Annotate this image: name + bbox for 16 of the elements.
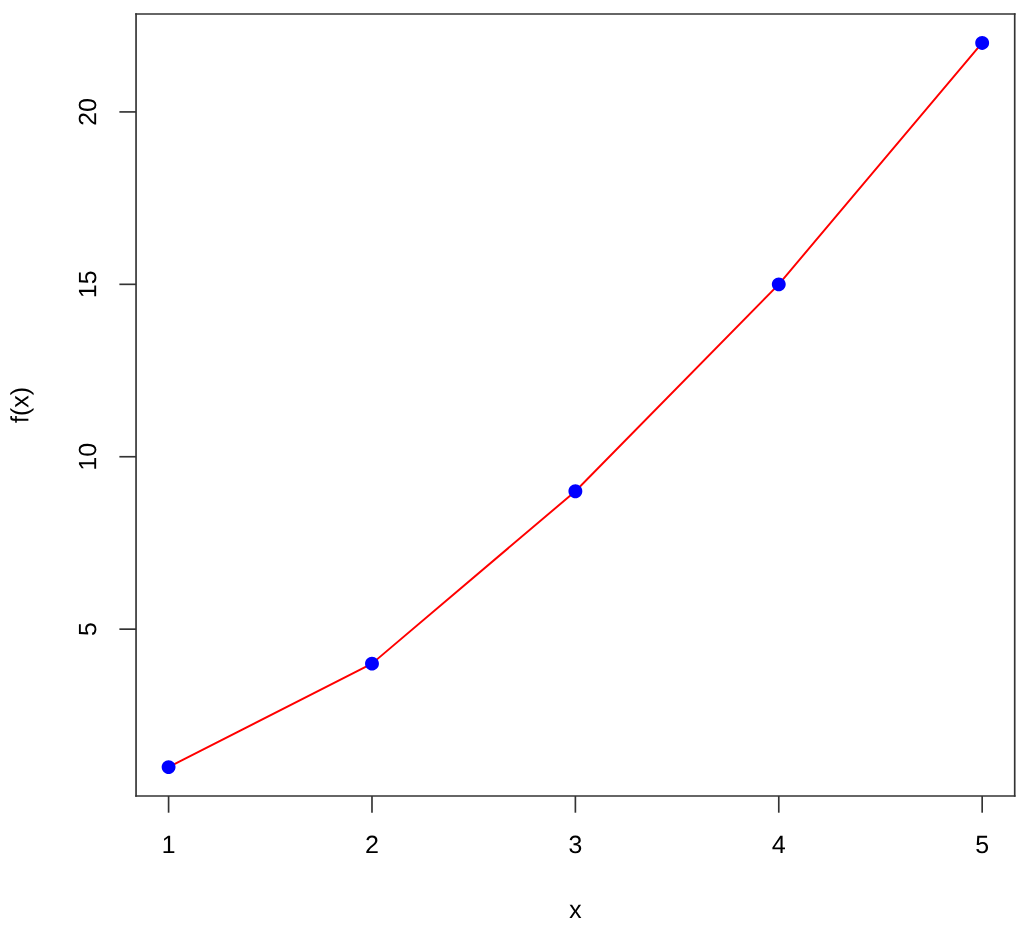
x-tick-label: 2 [366,835,378,854]
x-tick-label: 5 [976,835,989,854]
point [771,277,786,292]
point [365,656,379,671]
y-tick-label: 20 [78,99,97,125]
x-tick-label: 3 [569,835,582,854]
y-tick-label: 10 [78,443,97,469]
point [975,36,990,50]
y-tick-label: 5 [78,623,97,636]
point [568,484,583,499]
x-axis-title: x [569,904,582,919]
x-tick-label: 1 [163,835,175,854]
y-axis-title: f(x) [10,388,34,423]
point [161,760,176,775]
x-tick-label: 4 [772,835,785,854]
y-tick-label: 15 [78,271,97,297]
